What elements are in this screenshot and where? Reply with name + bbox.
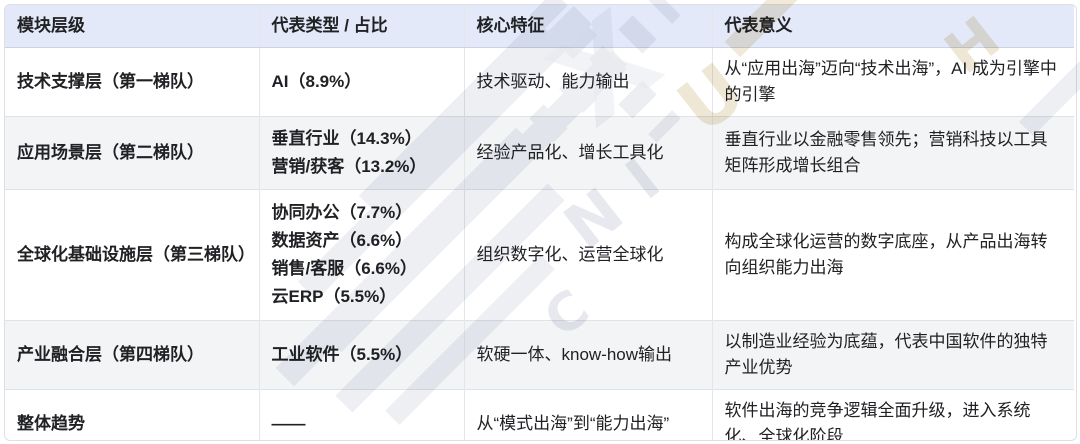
cell-features: 软硬一体、know-how输出: [464, 320, 713, 390]
cell-meaning: 构成全球化运营的数字底座，从产品出海转向组织能力出海: [724, 232, 1048, 277]
cell-level: 技术支撑层（第一梯队）: [5, 47, 260, 117]
cell-meaning: 从“应用出海”迈向“技术出海”，AI 成为引擎中的引擎: [724, 59, 1057, 104]
cell-features: 组织数字化、运营全球化: [464, 189, 713, 321]
table-row: 全球化基础设施层（第三梯队） 协同办公（7.7%） 数据资产（6.6%） 销售/…: [5, 189, 1074, 321]
type-line: 垂直行业（14.3%）: [271, 129, 422, 148]
type-line: ——: [271, 414, 306, 433]
cell-level: 应用场景层（第二梯队）: [5, 116, 260, 190]
header-significance: 代表意义: [712, 5, 1074, 48]
type-line: AI（8.9%）: [271, 72, 362, 91]
type-line: 工业软件（5.5%）: [271, 345, 413, 364]
table-header-row: 模块层级 代表类型 / 占比 核心特征 代表意义: [5, 5, 1074, 48]
cell-features: 技术驱动、能力输出: [464, 47, 713, 117]
cell-types: AI（8.9%）: [259, 47, 465, 117]
header-module-level: 模块层级: [5, 5, 260, 48]
cell-types: 工业软件（5.5%）: [259, 320, 465, 390]
cell-types: 垂直行业（14.3%） 营销/获客（13.2%）: [259, 116, 465, 190]
module-tier-table: 模块层级 代表类型 / 占比 核心特征 代表意义 技术支撑层（第一梯队） AI（…: [5, 5, 1074, 441]
cell-meaning: 以制造业经验为底蕴，代表中国软件的独特产业优势: [724, 332, 1048, 377]
cell-level: 整体趋势: [5, 389, 260, 440]
cell-level: 产业融合层（第四梯队）: [5, 320, 260, 390]
module-tier-table-container: 模块层级 代表类型 / 占比 核心特征 代表意义 技术支撑层（第一梯队） AI（…: [4, 4, 1077, 441]
table-row: 技术支撑层（第一梯队） AI（8.9%） 技术驱动、能力输出 从“应用出海”迈向…: [5, 47, 1074, 117]
table-row: 整体趋势 —— 从“模式出海”到“能力出海” 软件出海的竞争逻辑全面升级，进入系…: [5, 389, 1074, 441]
cell-level: 全球化基础设施层（第三梯队）: [5, 189, 260, 321]
type-line: 数据资产（6.6%）: [271, 231, 413, 250]
type-line: 营销/获客（13.2%）: [271, 157, 427, 176]
cell-types: 协同办公（7.7%） 数据资产（6.6%） 销售/客服（6.6%） 云ERP（5…: [259, 189, 465, 321]
type-line: 协同办公（7.7%）: [271, 203, 413, 222]
header-core-features: 核心特征: [464, 5, 713, 48]
cell-meaning: 垂直行业以金融零售领先；营销科技以工具矩阵形成增长组合: [724, 130, 1048, 175]
table-row: 产业融合层（第四梯队） 工业软件（5.5%） 软硬一体、know-how输出 以…: [5, 320, 1074, 390]
table-row: 应用场景层（第二梯队） 垂直行业（14.3%） 营销/获客（13.2%） 经验产…: [5, 116, 1074, 190]
cell-features: 从“模式出海”到“能力出海”: [464, 389, 713, 440]
type-line: 云ERP（5.5%）: [271, 287, 397, 306]
type-line: 销售/客服（6.6%）: [271, 259, 417, 278]
cell-meaning: 软件出海的竞争逻辑全面升级，进入系统化、全球化阶段: [724, 401, 1031, 441]
cell-features: 经验产品化、增长工具化: [464, 116, 713, 190]
header-type-share: 代表类型 / 占比: [259, 5, 465, 48]
cell-types: ——: [259, 389, 465, 440]
